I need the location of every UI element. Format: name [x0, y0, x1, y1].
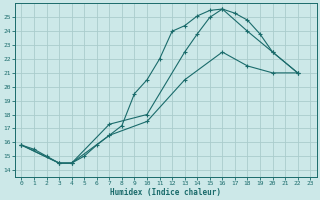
X-axis label: Humidex (Indice chaleur): Humidex (Indice chaleur) — [110, 188, 221, 197]
